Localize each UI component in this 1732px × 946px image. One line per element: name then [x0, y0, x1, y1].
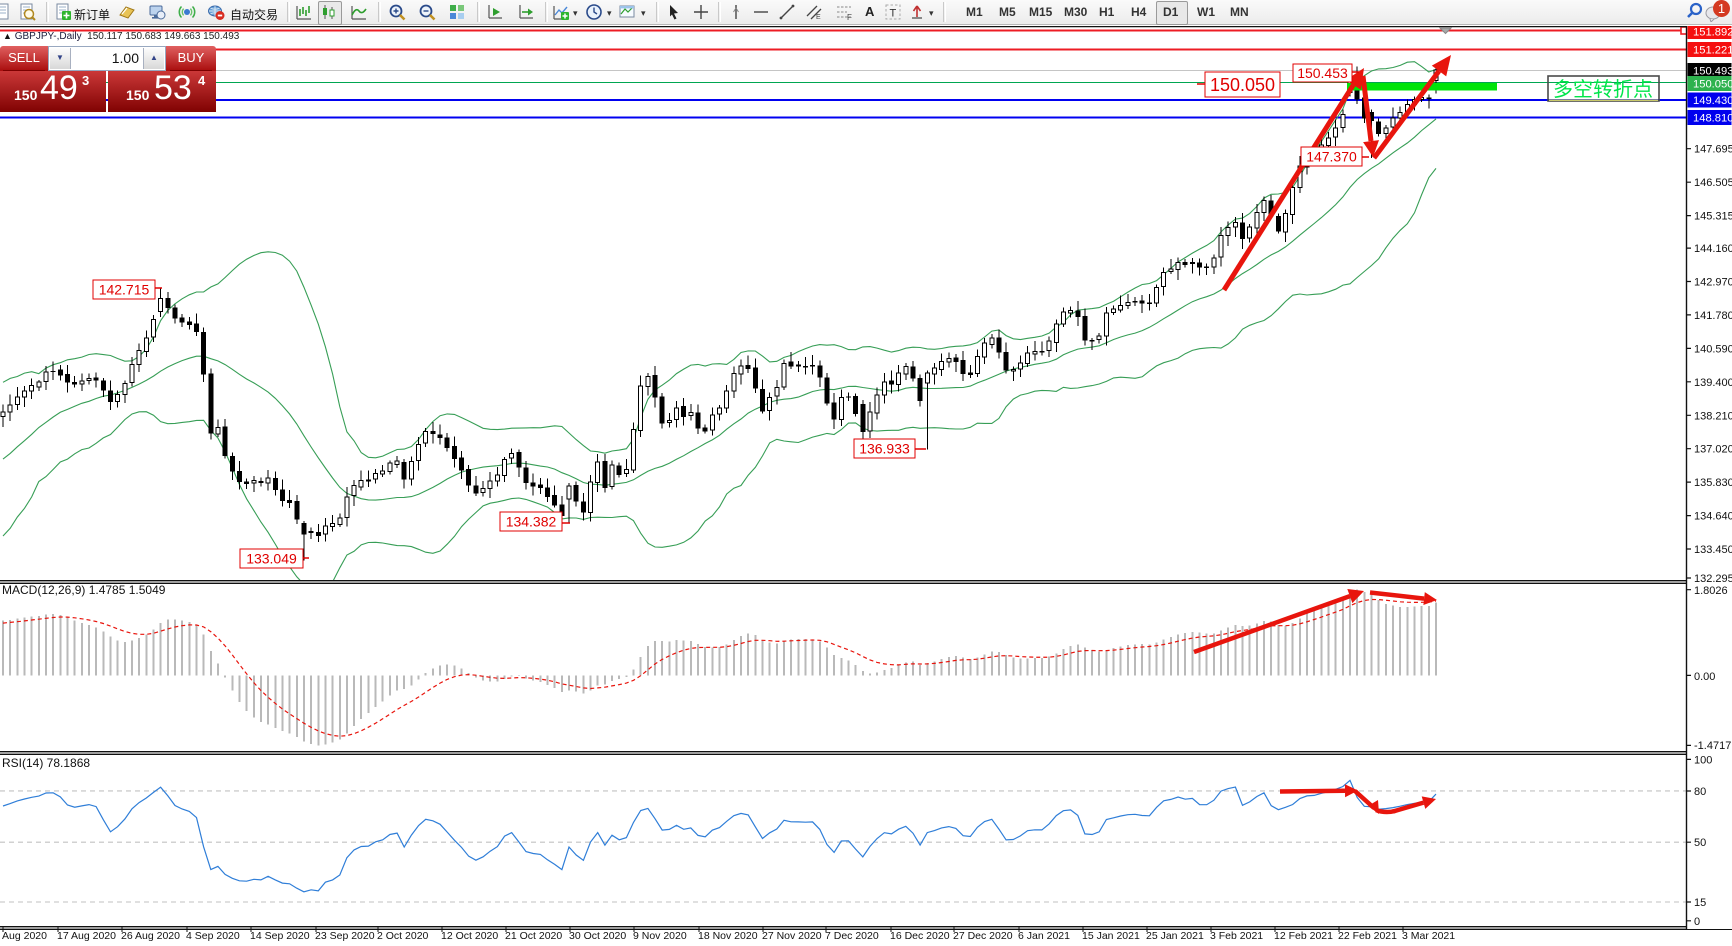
svg-text:F: F: [847, 13, 852, 21]
svg-text:140.590: 140.590: [1694, 343, 1732, 355]
svg-text:142.970: 142.970: [1694, 277, 1732, 289]
svg-text:E: E: [816, 14, 821, 21]
svg-text:150.050: 150.050: [1210, 75, 1275, 95]
svg-text:27 Dec 2020: 27 Dec 2020: [953, 930, 1013, 942]
svg-text:3 Mar 2021: 3 Mar 2021: [1402, 930, 1455, 942]
svg-text:-1.4717: -1.4717: [1694, 740, 1731, 752]
svg-text:145.315: 145.315: [1694, 211, 1732, 223]
svg-text:18 Nov 2020: 18 Nov 2020: [698, 930, 758, 942]
svg-text:23 Sep 2020: 23 Sep 2020: [315, 930, 375, 942]
svg-text:16 Dec 2020: 16 Dec 2020: [890, 930, 950, 942]
svg-text:12 Feb 2021: 12 Feb 2021: [1274, 930, 1333, 942]
svg-text:134.382: 134.382: [506, 514, 557, 530]
svg-text:4 Sep 2020: 4 Sep 2020: [186, 930, 240, 942]
svg-text:150.050: 150.050: [1693, 79, 1732, 91]
svg-text:151.892: 151.892: [1693, 27, 1732, 39]
svg-text:0.00: 0.00: [1694, 671, 1715, 683]
svg-text:T: T: [890, 8, 897, 20]
svg-text:133.049: 133.049: [246, 551, 297, 567]
svg-text:12 Oct 2020: 12 Oct 2020: [441, 930, 498, 942]
svg-text:141.780: 141.780: [1694, 310, 1732, 322]
svg-text:132.295: 132.295: [1694, 573, 1732, 585]
svg-text:148.810: 148.810: [1693, 113, 1732, 125]
svg-text:Aug 2020: Aug 2020: [2, 930, 47, 942]
svg-text:14 Sep 2020: 14 Sep 2020: [250, 930, 310, 942]
svg-text:147.695: 147.695: [1694, 144, 1732, 156]
svg-text:136.933: 136.933: [859, 441, 910, 457]
svg-text:3 Feb 2021: 3 Feb 2021: [1210, 930, 1263, 942]
svg-text:135.830: 135.830: [1694, 477, 1732, 489]
svg-text:25 Jan 2021: 25 Jan 2021: [1146, 930, 1204, 942]
svg-text:2 Oct 2020: 2 Oct 2020: [377, 930, 429, 942]
svg-text:144.160: 144.160: [1694, 243, 1732, 255]
svg-text:26 Aug 2020: 26 Aug 2020: [121, 930, 180, 942]
svg-text:50: 50: [1694, 837, 1706, 849]
svg-text:21 Oct 2020: 21 Oct 2020: [505, 930, 562, 942]
svg-text:142.715: 142.715: [99, 282, 150, 298]
svg-text:1.8026: 1.8026: [1694, 585, 1728, 597]
svg-text:15 Jan 2021: 15 Jan 2021: [1082, 930, 1140, 942]
svg-text:147.370: 147.370: [1306, 149, 1357, 165]
svg-text:133.450: 133.450: [1694, 544, 1732, 556]
svg-text:146.505: 146.505: [1694, 177, 1732, 189]
svg-text:RSI(14) 78.1868: RSI(14) 78.1868: [2, 756, 90, 770]
svg-text:150.453: 150.453: [1297, 65, 1348, 81]
svg-text:30 Oct 2020: 30 Oct 2020: [569, 930, 626, 942]
svg-text:15: 15: [1694, 897, 1706, 909]
svg-text:137.020: 137.020: [1694, 444, 1732, 456]
svg-text:139.400: 139.400: [1694, 377, 1732, 389]
svg-text:7 Dec 2020: 7 Dec 2020: [825, 930, 879, 942]
svg-text:17 Aug 2020: 17 Aug 2020: [57, 930, 116, 942]
svg-text:138.210: 138.210: [1694, 410, 1732, 422]
svg-text:6 Jan 2021: 6 Jan 2021: [1018, 930, 1070, 942]
svg-text:0: 0: [1694, 916, 1700, 928]
svg-text:多空转折点: 多空转折点: [1553, 78, 1653, 101]
svg-text:22 Feb 2021: 22 Feb 2021: [1338, 930, 1397, 942]
svg-text:MACD(12,26,9) 1.4785 1.5049: MACD(12,26,9) 1.4785 1.5049: [2, 583, 166, 597]
svg-text:134.640: 134.640: [1694, 511, 1732, 523]
svg-text:151.221: 151.221: [1693, 45, 1732, 57]
svg-text:150.493: 150.493: [1693, 66, 1732, 78]
svg-text:27 Nov 2020: 27 Nov 2020: [762, 930, 822, 942]
svg-text:149.430: 149.430: [1693, 95, 1732, 107]
svg-text:9 Nov 2020: 9 Nov 2020: [633, 930, 687, 942]
svg-text:100: 100: [1694, 754, 1712, 766]
svg-text:80: 80: [1694, 786, 1706, 798]
